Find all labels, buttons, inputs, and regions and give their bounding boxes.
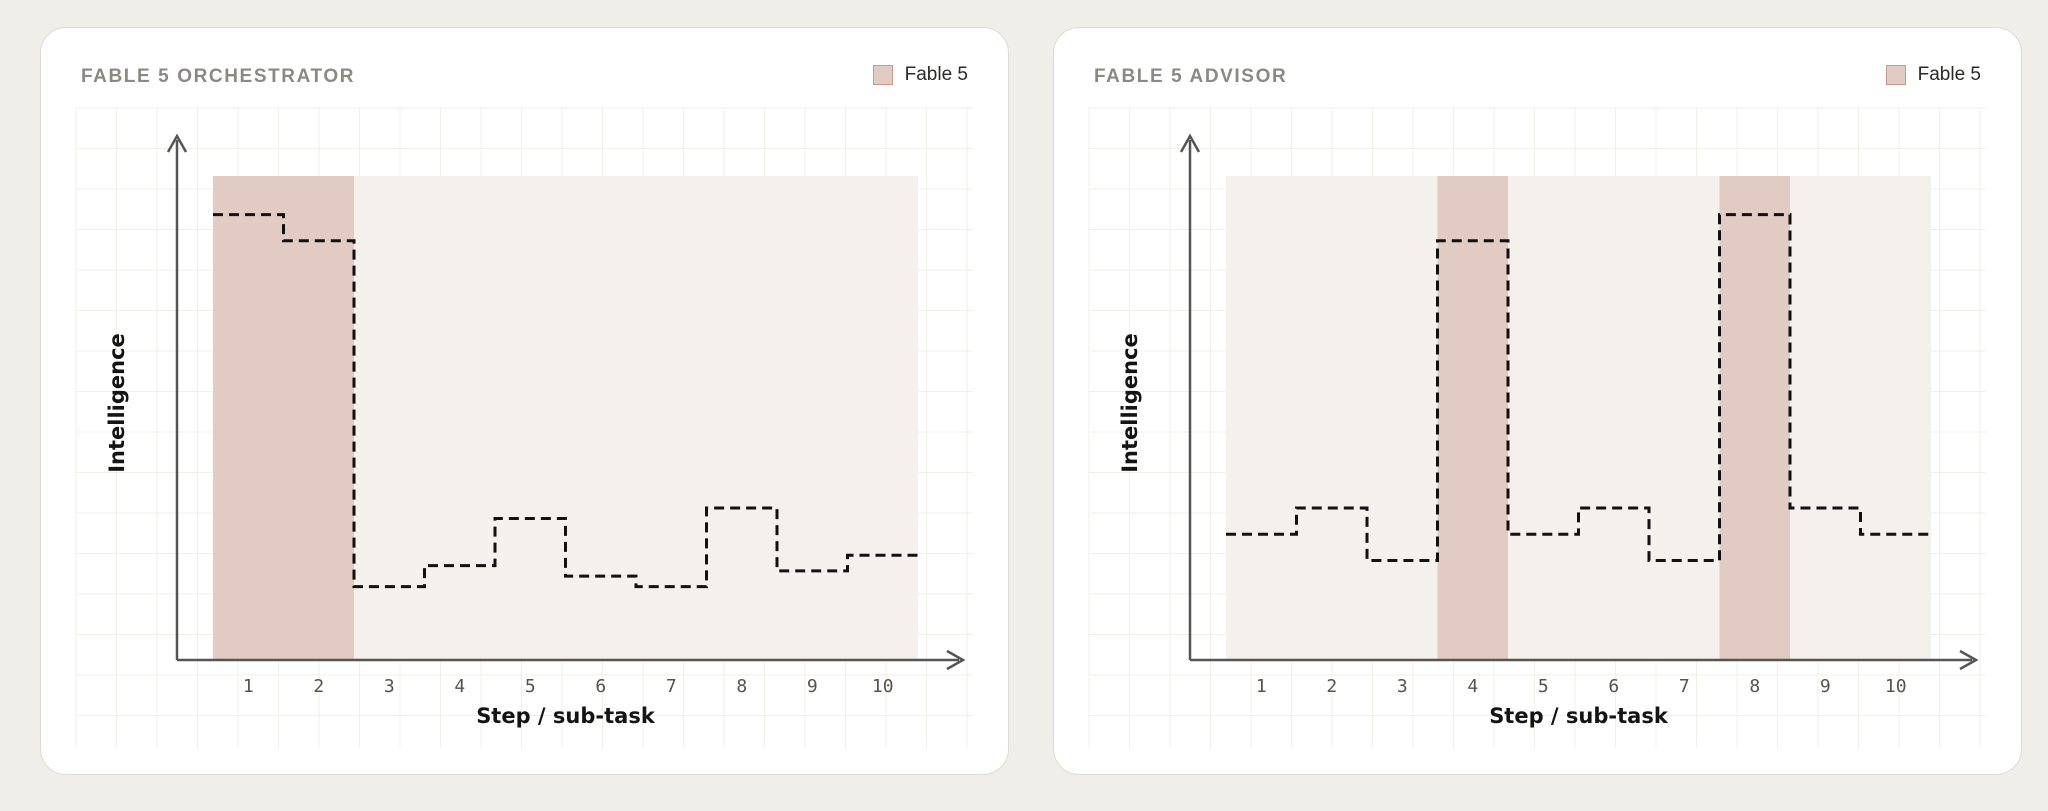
legend-label: Fable 5	[1917, 64, 1981, 85]
x-axis-title: Step / sub-task	[476, 704, 656, 728]
legend-label: Fable 5	[904, 64, 968, 85]
x-tick-label: 5	[1538, 676, 1549, 697]
y-axis-arrow	[1179, 133, 1201, 153]
x-tick-label: 10	[872, 676, 894, 697]
x-tick-label: 4	[454, 676, 465, 697]
chart-title: FABLE 5 ORCHESTRATOR	[81, 66, 356, 87]
x-axis-title: Step / sub-task	[1489, 704, 1669, 728]
x-tick-label: 1	[1256, 676, 1267, 697]
highlight-band-step-1	[213, 176, 284, 660]
x-axis-arrow	[1959, 649, 1979, 671]
x-tick-label: 9	[1820, 676, 1831, 697]
advisor-chart-card: FABLE 5 ADVISOR Fable 5 1 2 3 4 5 6 7 8 9 10 Step …	[1053, 27, 2022, 775]
x-tick-label: 6	[1608, 676, 1619, 697]
x-tick-label: 3	[1397, 676, 1408, 697]
x-tick-label: 9	[807, 676, 818, 697]
x-tick-label: 4	[1467, 676, 1478, 697]
y-axis-title: Intelligence	[105, 333, 129, 473]
x-tick-label: 7	[1679, 676, 1690, 697]
step-line	[213, 213, 918, 589]
highlight-band-step-4	[1437, 176, 1508, 660]
x-tick-label: 8	[1749, 676, 1760, 697]
highlight-band-step-2	[283, 176, 354, 660]
x-tick-label: 8	[736, 676, 747, 697]
legend-swatch	[1885, 65, 1906, 85]
x-tick-label: 7	[666, 676, 677, 697]
orchestrator-chart-card: FABLE 5 ORCHESTRATOR Fable 5 1 2 3 4 5 6 7 8 9 10…	[40, 27, 1009, 775]
chart-legend: Fable 5	[872, 64, 968, 86]
y-axis-title: Intelligence	[1118, 333, 1142, 473]
plot-band	[1226, 176, 1931, 660]
x-axis-arrow	[946, 649, 966, 671]
x-tick-label: 2	[1326, 676, 1337, 697]
x-tick-label: 5	[525, 676, 536, 697]
advisor-chart: 1 2 3 4 5 6 7 8 9 10 Step / sub-task Intelligence	[1088, 107, 1986, 748]
x-tick-label: 10	[1885, 676, 1907, 697]
highlight-band-step-8	[1719, 176, 1790, 660]
y-axis-arrow	[166, 133, 188, 153]
chart-legend: Fable 5	[1885, 64, 1981, 86]
x-tick-label: 2	[313, 676, 324, 697]
legend-swatch	[872, 65, 893, 85]
x-tick-label: 3	[384, 676, 395, 697]
x-tick-label: 1	[243, 676, 254, 697]
x-tick-label: 6	[595, 676, 606, 697]
step-line	[1226, 213, 1931, 562]
chart-title: FABLE 5 ADVISOR	[1094, 66, 1288, 87]
orchestrator-chart: 1 2 3 4 5 6 7 8 9 10 Step / sub-task Intelligence	[75, 107, 973, 748]
